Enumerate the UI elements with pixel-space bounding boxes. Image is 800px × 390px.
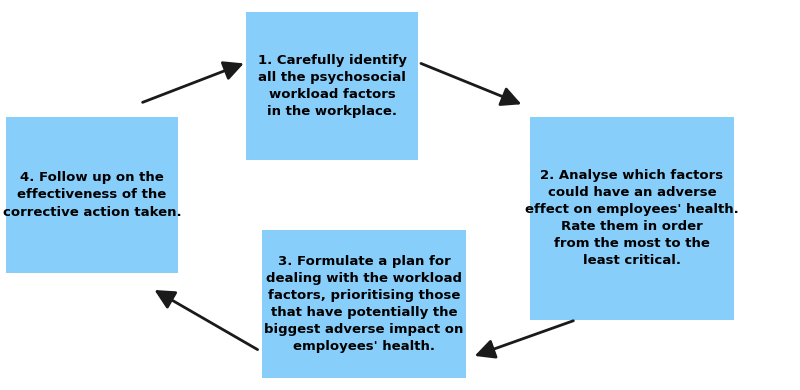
FancyBboxPatch shape	[530, 117, 734, 320]
Text: 4. Follow up on the
effectiveness of the
corrective action taken.: 4. Follow up on the effectiveness of the…	[2, 172, 182, 218]
Text: 1. Carefully identify
all the psychosocial
workload factors
in the workplace.: 1. Carefully identify all the psychosoci…	[258, 54, 406, 118]
Text: 2. Analyse which factors
could have an adverse
effect on employees' health.
Rate: 2. Analyse which factors could have an a…	[525, 169, 739, 268]
FancyBboxPatch shape	[6, 117, 178, 273]
FancyBboxPatch shape	[246, 12, 418, 160]
Text: 3. Formulate a plan for
dealing with the workload
factors, prioritising those
th: 3. Formulate a plan for dealing with the…	[264, 255, 464, 353]
FancyBboxPatch shape	[262, 230, 466, 378]
